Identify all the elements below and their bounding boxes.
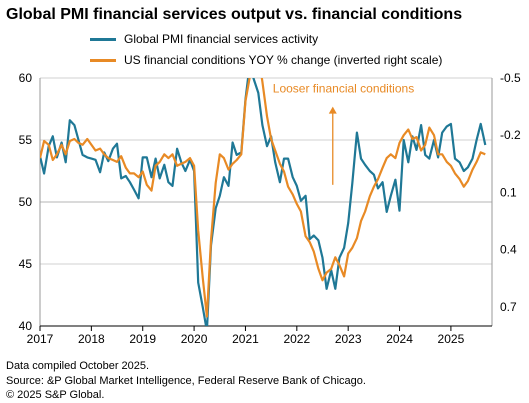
series-line-fci [40,78,486,318]
right-tick-label: 0.7 [500,300,517,314]
series-lines [40,78,487,326]
note-data-compiled: Data compiled October 2025. [6,360,150,372]
right-tick-label: 0.4 [500,243,517,257]
left-tick-label: 45 [19,257,33,271]
x-axis-ticks: 2017 2018 2019 2020 2021 2022 2023 2024 2025 [27,326,465,346]
left-tick-label: 40 [19,319,33,333]
x-tick-label: 2018 [78,332,105,346]
right-tick-label: 0.1 [500,185,517,199]
legend-swatch-fci [90,58,116,62]
page-title: Global PMI financial services output vs.… [6,6,463,23]
note-copyright: © 2025 S&P Global. [6,389,105,401]
left-axis-ticks: 40 45 50 55 60 [19,71,33,333]
legend-label-pmi: Global PMI financial services activity [124,32,319,46]
annotation-text: Looser financial conditions [273,82,414,96]
x-tick-label: 2022 [283,332,310,346]
series-line-pmi [40,78,487,326]
chart-notes: Data compiled October 2025. Source: &P G… [6,359,366,403]
note-source: Source: &P Global Market Intelligence, F… [6,374,366,387]
legend-item-fci: US financial conditions YOY % change (in… [90,53,442,67]
x-tick-label: 2025 [438,332,465,346]
right-tick-label: -0.2 [500,128,521,142]
x-tick-label: 2019 [129,332,156,346]
legend-swatch-pmi [90,37,116,41]
left-tick-label: 50 [19,195,33,209]
left-tick-label: 55 [19,133,33,147]
x-tick-label: 2021 [232,332,259,346]
right-tick-label: -0.5 [500,71,521,85]
left-tick-label: 60 [19,71,33,85]
annotation: Looser financial conditions [273,82,414,185]
x-tick-label: 2024 [386,332,413,346]
x-tick-label: 2020 [181,332,208,346]
legend-label-fci: US financial conditions YOY % change (in… [124,53,443,67]
right-axis-ticks: -0.5 -0.2 0.1 0.4 0.7 [500,71,521,314]
x-tick-label: 2017 [27,332,54,346]
x-tick-label: 2023 [335,332,362,346]
legend-item-pmi: Global PMI financial services activity [90,32,318,46]
annotation-arrow-head [328,106,337,114]
